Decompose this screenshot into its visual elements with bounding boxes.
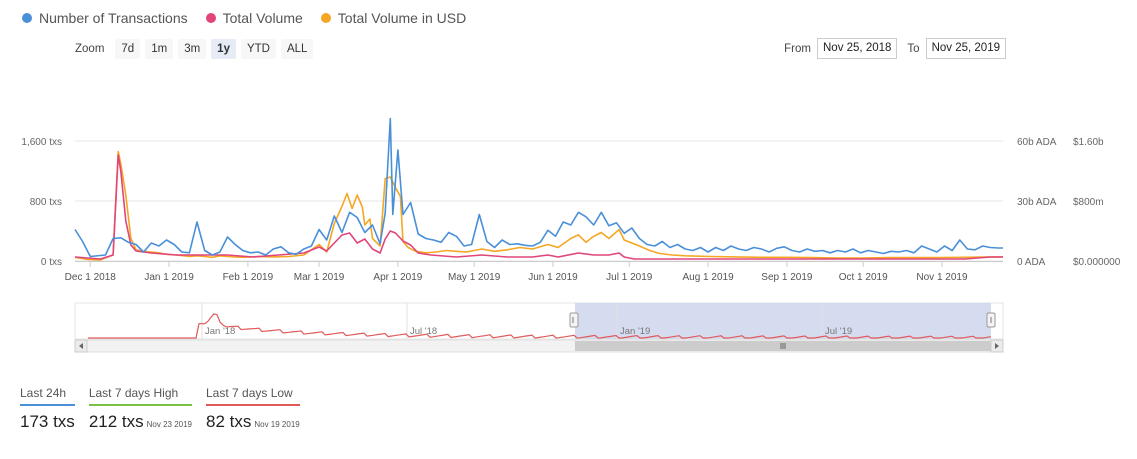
arrow-right-icon [995,343,999,349]
y-axis-left: 0 txs 800 txs 1,600 txs [21,137,62,268]
navigator-label: Jan '19 [620,326,650,337]
y-axis-right-usd: $0.000000 $800m $1.60b [1073,137,1121,268]
zoom-ytd-button[interactable]: YTD [240,39,276,59]
stat-last-24h-label: Last 24h [20,386,75,406]
x-tick-label: Nov 1 2019 [916,272,968,283]
x-tick-label: May 1 2019 [448,272,501,283]
stat-7d-high-date: Nov 23 2019 [146,420,192,429]
stat-7d-low-label: Last 7 days Low [206,386,300,406]
x-tick-label: Jan 1 2019 [144,272,194,283]
stat-7d-low-value: 82 txs Nov 19 2019 [206,412,300,432]
zoom-1m-button[interactable]: 1m [145,39,174,59]
y-tick-label-volume: 30b ADA [1017,197,1057,208]
y-tick-label-volume: 0 ADA [1017,257,1046,268]
x-tick-label: Sep 1 2019 [761,272,813,283]
y-tick-label-left: 1,600 txs [21,137,62,148]
arrow-left-icon [79,343,83,349]
zoom-3m-button[interactable]: 3m [178,39,207,59]
zoom-all-button[interactable]: ALL [280,39,314,59]
series-line-total-volume [74,154,1003,260]
y-tick-label-usd: $800m [1073,197,1104,208]
stat-7d-high-label: Last 7 days High [88,386,192,406]
navigator-series-line [88,313,992,339]
navigator-label: Jul '18 [410,326,437,337]
stat-last-24h-value: 173 txs [20,412,75,432]
stat-7d-high: Last 7 days High 212 txs Nov 23 2019 [88,386,192,432]
date-range: From Nov 25, 2018 To Nov 25, 2019 [784,38,1006,59]
navigator-labels: Jan '18 Jul '18 Jan '19 Jul '19 [201,303,852,339]
zoom-controls: Zoom 7d 1m 3m 1y YTD ALL [75,39,314,59]
x-tick-label: Feb 1 2019 [223,272,274,283]
from-label: From [784,42,811,55]
stat-7d-high-number: 212 txs [88,412,144,431]
y-tick-label-usd: $1.60b [1073,137,1104,148]
stat-7d-low-date: Nov 19 2019 [254,420,300,429]
to-label: To [907,42,920,55]
stat-last-24h-number: 173 txs [20,412,75,431]
navigator-label: Jul '19 [825,326,852,337]
legend-dot-total-volume [205,13,216,23]
series-line-number-of-transactions [74,117,1003,258]
y-tick-label-volume: 60b ADA [1017,137,1057,148]
stat-7d-high-value: 212 txs Nov 23 2019 [89,412,192,432]
chart-svg: 0 txs 800 txs 1,600 txs 0 ADA 30b ADA 60b AD… [21,117,1121,353]
chart-legend: Number of Transactions Total Volume Tota… [22,10,466,26]
series-group [74,117,1003,261]
navigator-selection[interactable] [575,303,991,339]
zoom-label: Zoom [75,43,105,55]
stats-panel: Last 24h 173 txs Last 7 days High 212 tx… [20,386,300,432]
legend-item-transactions[interactable]: Number of Transactions [22,10,188,26]
legend-item-total-volume-usd[interactable]: Total Volume in USD [320,10,467,26]
legend-label-total-volume: Total Volume [222,10,303,26]
legend-label-transactions: Number of Transactions [39,10,188,26]
to-date-input[interactable]: Nov 25, 2019 [925,38,1006,59]
y-tick-label-left: 800 txs [30,197,62,208]
legend-dot-transactions [22,13,32,23]
from-date-input[interactable]: Nov 25, 2018 [817,38,898,59]
legend-dot-total-volume-usd [320,13,331,23]
navigator-label: Jan '18 [205,326,235,337]
zoom-1y-button[interactable]: 1y [211,39,236,59]
y-tick-label-usd: $0.000000 [1073,257,1121,268]
navigator[interactable]: Jan '18 Jul '18 Jan '19 Jul '19 [74,302,1004,353]
x-tick-label: Mar 1 2019 [294,272,345,283]
scrollbar-grip-icon [780,343,786,349]
x-tick-label: Apr 1 2019 [373,272,422,283]
stat-7d-low: Last 7 days Low 82 txs Nov 19 2019 [206,386,300,432]
navigator-left-handle[interactable] [569,312,579,328]
stat-last-24h: Last 24h 173 txs [20,386,75,432]
y-axis-right-volume: 0 ADA 30b ADA 60b ADA [1017,137,1057,268]
x-tick-label: Jun 1 2019 [528,272,578,283]
x-tick-label: Dec 1 2018 [65,272,117,283]
y-tick-label-left: 0 txs [41,257,62,268]
x-tick-label: Aug 1 2019 [682,272,734,283]
stat-7d-low-number: 82 txs [206,412,252,431]
zoom-7d-button[interactable]: 7d [115,39,141,59]
x-axis: Dec 1 2018 Jan 1 2019 Feb 1 2019 Mar 1 2019… [65,261,1003,283]
legend-label-total-volume-usd: Total Volume in USD [337,10,467,26]
x-tick-label: Oct 1 2019 [839,272,888,283]
legend-item-total-volume[interactable]: Total Volume [205,10,303,26]
x-tick-label: Jul 1 2019 [606,272,653,283]
